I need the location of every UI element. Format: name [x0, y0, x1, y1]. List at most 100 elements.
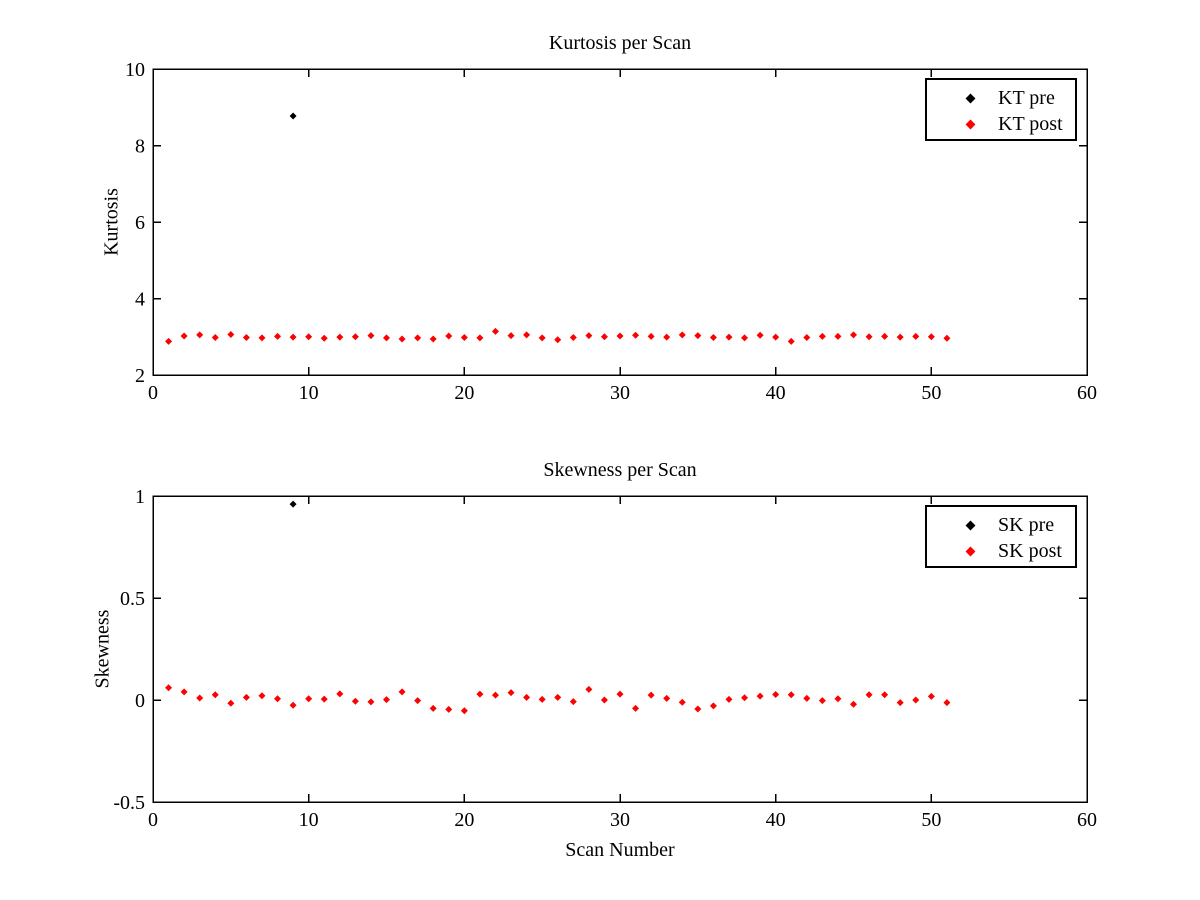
kt-post-data-point: [803, 334, 811, 342]
kt-post-data-point: [367, 332, 375, 340]
kt-post-data-point: [678, 331, 686, 339]
sk-post-data-point: [336, 690, 344, 698]
sk-post-data-point: [694, 705, 702, 713]
kt-post-data-point: [211, 334, 219, 342]
sk-post-data-point: [227, 699, 235, 707]
sk-post-data-point: [429, 704, 437, 712]
kt-post-data-point: [196, 331, 204, 339]
sk-post-data-point: [756, 692, 764, 700]
y-tick-label: 4: [135, 289, 145, 311]
sk-post-data-point: [850, 700, 857, 708]
kt-post-data-point: [818, 332, 826, 340]
legend-entry-kt-post: KT post: [927, 111, 1075, 137]
skewness-plot-title: Skewness per Scan: [543, 459, 697, 481]
sk-post-data-point: [538, 695, 546, 703]
y-tick-label: 10: [125, 59, 145, 81]
sk-post-data-point: [445, 705, 453, 713]
sk-post-data-point: [600, 696, 608, 704]
sk-post-data-point: [398, 688, 406, 696]
sk-post-data-point: [709, 702, 717, 710]
kt-post-data-point: [756, 331, 764, 339]
sk-post-data-point: [569, 698, 577, 706]
sk-post-data-point: [476, 690, 484, 698]
skewness-y-axis-label: Skewness: [91, 609, 114, 689]
sk-post-legend-label: SK post: [998, 539, 1062, 562]
sk-post-data-point: [367, 698, 375, 706]
kt-post-data-point: [616, 332, 624, 340]
sk-post-data-point: [305, 695, 313, 703]
x-tick-label: 40: [766, 809, 786, 831]
sk-post-data-point: [351, 697, 359, 705]
x-tick-label: 0: [148, 382, 158, 404]
sk-post-data-point: [414, 697, 422, 705]
sk-post-data-point: [881, 691, 889, 699]
kt-post-data-point: [460, 334, 468, 342]
kt-pre-diamond-marker-icon: [965, 93, 976, 103]
kt-post-data-point: [725, 333, 733, 341]
sk-post-data-point: [678, 698, 686, 706]
kt-post-data-point: [383, 334, 390, 342]
sk-post-data-point: [211, 691, 219, 699]
sk-post-data-point: [196, 694, 204, 702]
kurtosis-plot-title: Kurtosis per Scan: [548, 32, 692, 54]
kt-post-data-point: [896, 333, 904, 341]
kt-post-data-point: [289, 333, 297, 341]
x-tick-label: 50: [921, 382, 941, 404]
kurtosis-legend: KT pre KT post: [925, 78, 1077, 141]
sk-pre-diamond-marker-icon: [965, 520, 976, 530]
sk-post-data-point: [647, 691, 655, 699]
sk-post-data-point: [258, 692, 266, 700]
kt-post-data-point: [398, 335, 406, 343]
sk-post-data-point: [383, 696, 390, 704]
kt-post-data-point: [429, 335, 437, 343]
y-tick-label: 1: [135, 486, 145, 508]
kt-post-data-point: [491, 327, 499, 335]
kt-post-data-point: [834, 332, 842, 340]
kt-post-data-point: [336, 333, 344, 341]
x-tick-label: 30: [610, 382, 630, 404]
kt-post-data-point: [554, 336, 562, 344]
kt-post-data-point: [741, 334, 749, 342]
kt-post-data-point: [569, 334, 577, 342]
x-tick-label: 10: [299, 382, 319, 404]
legend-entry-kt-pre: KT pre: [927, 85, 1075, 111]
kt-post-data-point: [476, 334, 484, 342]
kt-post-data-point: [523, 331, 531, 339]
x-tick-label: 40: [766, 382, 786, 404]
kt-post-data-point: [274, 332, 282, 340]
kt-post-data-point: [912, 332, 920, 340]
y-tick-label: 2: [135, 365, 145, 387]
x-tick-label: 20: [454, 809, 474, 831]
kt-post-data-point: [165, 337, 173, 345]
sk-post-data-point: [865, 691, 873, 699]
y-tick-label: -0.5: [113, 792, 145, 814]
sk-post-data-point: [616, 690, 624, 698]
sk-post-data-point: [585, 685, 593, 693]
sk-post-data-point: [803, 694, 811, 702]
x-tick-label: 50: [921, 809, 941, 831]
kt-post-data-point: [538, 334, 546, 342]
kt-post-data-point: [709, 334, 717, 342]
sk-post-data-point: [320, 695, 328, 703]
kt-post-data-point: [585, 332, 593, 340]
sk-post-data-point: [491, 691, 499, 699]
y-tick-label: 6: [135, 212, 145, 234]
kt-post-data-point: [850, 331, 857, 339]
kt-post-data-point: [445, 332, 453, 340]
legend-entry-sk-pre: SK pre: [927, 512, 1075, 538]
sk-post-data-point: [912, 696, 920, 704]
sk-post-data-point: [663, 694, 671, 702]
x-tick-label: 60: [1077, 382, 1097, 404]
sk-post-data-point: [523, 693, 531, 701]
sk-post-data-point: [507, 689, 515, 697]
kt-post-data-point: [927, 333, 935, 341]
x-tick-label: 0: [148, 809, 158, 831]
kt-post-data-point: [180, 332, 188, 340]
sk-post-data-point: [725, 695, 733, 703]
sk-post-data-point: [818, 697, 826, 705]
kt-post-diamond-marker-icon: [965, 119, 976, 129]
kt-post-data-point: [242, 334, 250, 342]
sk-post-data-point: [632, 704, 640, 712]
sk-post-data-point: [274, 695, 282, 703]
